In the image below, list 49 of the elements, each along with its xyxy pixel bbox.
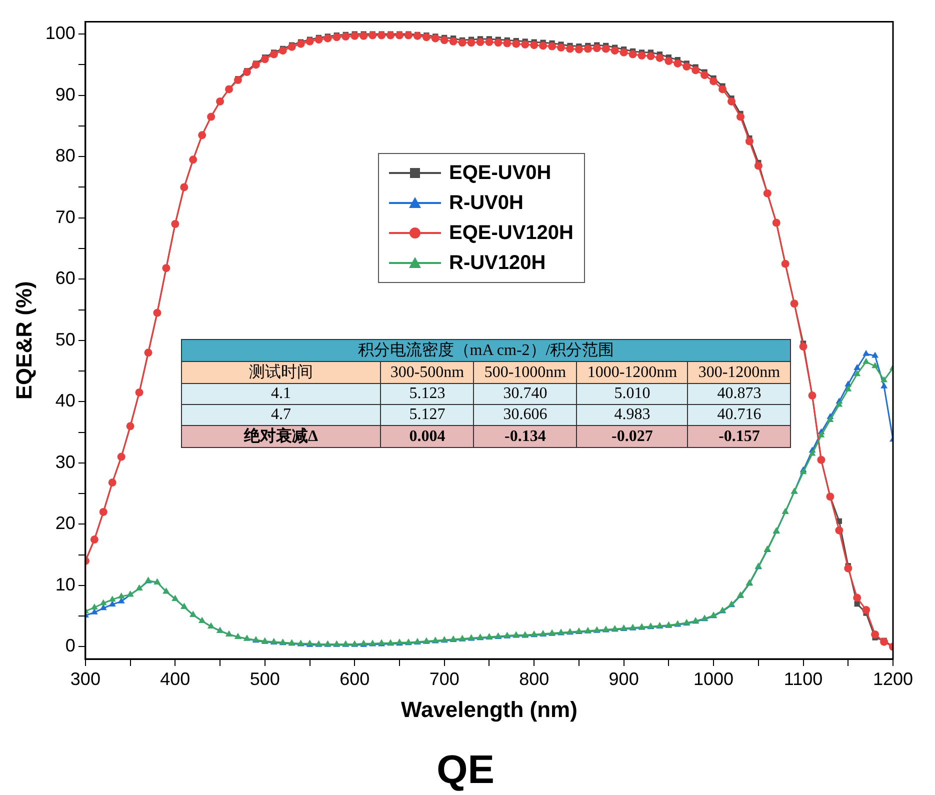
annotation: -0.134 <box>474 426 576 448</box>
y-tick-label: 50 <box>55 329 76 350</box>
y-tick-label: 70 <box>55 206 76 227</box>
x-tick-label: 300 <box>70 668 100 689</box>
annotation: 30.740 <box>474 384 576 404</box>
x-tick-label: 600 <box>340 668 370 689</box>
x-tick-label: 1100 <box>784 668 823 689</box>
legend-label: EQE-UV0H <box>449 162 552 184</box>
y-tick-label: 30 <box>55 452 76 472</box>
annotation: 0.004 <box>380 426 474 448</box>
annotation: 5.010 <box>576 384 688 404</box>
legend-label: EQE-UV120H <box>449 222 574 244</box>
annotation: 40.716 <box>688 404 790 426</box>
x-tick-label: 900 <box>608 668 639 689</box>
y-tick-label: 10 <box>55 574 76 594</box>
annotation: 4.983 <box>576 404 688 426</box>
x-tick-label: 800 <box>519 668 550 689</box>
annotation: 300-1200nm <box>688 362 790 384</box>
y-tick-label: 60 <box>55 268 76 288</box>
x-tick-label: 700 <box>429 668 460 689</box>
legend-label: R-UV0H <box>449 192 524 214</box>
annotation: 4.1 <box>182 384 380 404</box>
x-tick-label: 400 <box>160 668 190 689</box>
text: QE <box>436 748 496 793</box>
annotation: 积分电流密度（mA cm-2）/积分范围 <box>182 340 790 362</box>
y-tick-label: 40 <box>55 390 76 411</box>
annotation: 4.7 <box>182 404 380 426</box>
annotation: 30.606 <box>474 404 576 426</box>
annotation: 测试时间 <box>182 362 380 384</box>
y-axis-title: EQE&R (%) <box>11 281 36 400</box>
annotation: 1000-1200nm <box>576 362 688 384</box>
annotation: 300-500nm <box>380 362 474 384</box>
annotation: -0.027 <box>576 426 688 448</box>
annotation: 500-1000nm <box>474 362 576 384</box>
annotation: 5.127 <box>380 404 474 426</box>
y-tick-label: 80 <box>55 146 76 166</box>
x-axis-title: Wavelength (nm) <box>401 696 578 722</box>
x-tick-label: 1200 <box>872 668 914 689</box>
legend-label: R-UV120H <box>449 252 546 274</box>
y-tick-label: 100 <box>45 23 76 44</box>
annotation: 5.123 <box>380 384 474 404</box>
x-tick-label: 500 <box>250 668 280 689</box>
y-tick-label: 90 <box>55 84 76 104</box>
y-tick-label: 20 <box>55 513 76 534</box>
y-tick-label: 0 <box>65 636 76 656</box>
annotation: 绝对衰减Δ <box>182 426 380 448</box>
annotation: 40.873 <box>688 384 790 404</box>
annotation: -0.157 <box>688 426 790 448</box>
x-tick-label: 1000 <box>694 668 734 689</box>
